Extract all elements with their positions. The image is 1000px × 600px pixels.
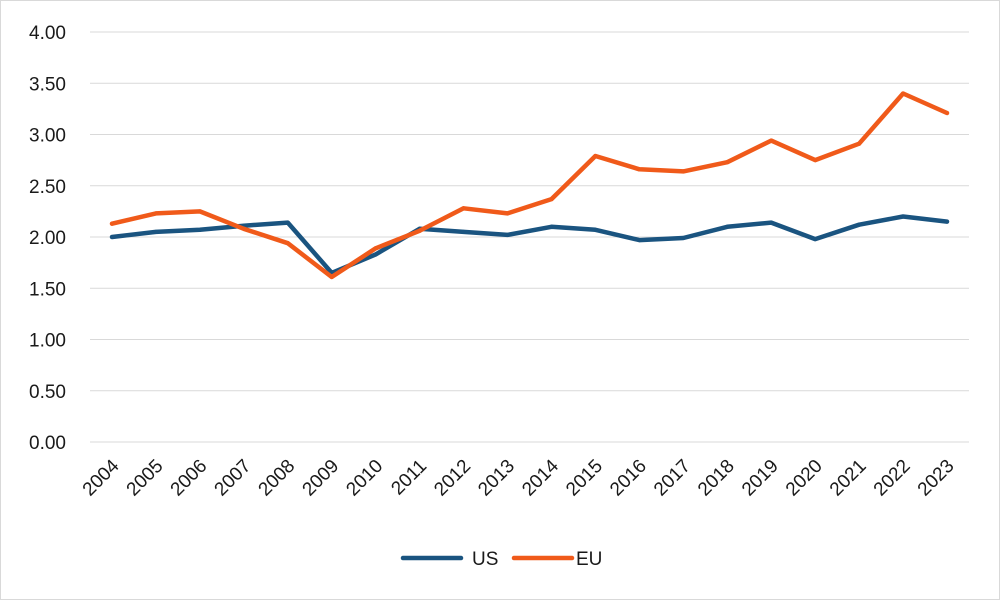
data-point-eu (945, 110, 950, 115)
x-tick-label: 2017 (650, 456, 695, 501)
data-point-eu (857, 141, 862, 146)
data-point-eu (505, 211, 510, 216)
x-tick-label: 2014 (518, 455, 563, 500)
series-lines (109, 91, 950, 280)
data-point-us (857, 222, 862, 227)
data-point-eu (153, 211, 158, 216)
x-tick-label: 2008 (255, 456, 300, 501)
data-point-eu (417, 228, 422, 233)
data-point-us (461, 229, 466, 234)
data-point-us (109, 235, 114, 239)
x-tick-label: 2010 (342, 456, 387, 501)
data-point-eu (769, 138, 774, 143)
data-point-eu (681, 169, 686, 174)
x-tick-label: 2019 (738, 456, 783, 501)
x-tick-label: 2009 (299, 456, 344, 501)
x-tick-label: 2023 (914, 456, 959, 501)
data-point-us (901, 214, 906, 219)
data-point-eu (241, 226, 246, 231)
x-tick-label: 2004 (79, 455, 124, 500)
data-point-eu (637, 167, 642, 172)
data-point-eu (373, 246, 378, 251)
data-point-us (285, 220, 290, 225)
legend-label-eu: EU (576, 549, 602, 570)
data-point-us (945, 219, 950, 224)
y-tick-label: 0.50 (29, 382, 66, 403)
data-point-us (813, 237, 818, 242)
x-tick-label: 2015 (562, 456, 607, 501)
y-tick-label: 0.00 (29, 433, 66, 454)
y-tick-label: 2.00 (29, 228, 66, 249)
data-point-eu (725, 160, 730, 165)
data-point-eu (197, 209, 202, 214)
data-point-us (725, 224, 730, 229)
data-point-us (549, 224, 554, 229)
legend-label-us: US (472, 549, 498, 570)
data-point-eu (461, 206, 466, 211)
x-tick-label: 2011 (387, 456, 431, 500)
y-axis-tick-labels: 0.00 0.50 1.00 1.50 2.00 2.50 3.00 3.50 4.00 (29, 23, 66, 454)
data-point-us (197, 227, 202, 232)
data-point-us (505, 232, 510, 237)
data-point-eu (285, 241, 290, 246)
x-tick-label: 2005 (123, 456, 168, 501)
x-tick-label: 2007 (211, 456, 256, 501)
data-point-us (637, 238, 642, 243)
y-tick-label: 4.00 (29, 23, 66, 44)
gridlines (90, 31, 969, 443)
data-point-eu (109, 221, 114, 226)
data-point-eu (813, 158, 818, 163)
x-tick-label: 2020 (782, 456, 827, 501)
data-point-eu (329, 274, 334, 279)
data-point-us (769, 220, 774, 225)
data-point-eu (549, 197, 554, 202)
data-point-us (593, 227, 598, 232)
x-tick-label: 2021 (826, 456, 871, 501)
data-point-us (153, 229, 158, 234)
x-tick-label: 2012 (430, 456, 475, 501)
data-point-eu (593, 154, 598, 159)
legend: US EU (400, 549, 602, 570)
series-line-eu (109, 91, 950, 280)
series-line-us (109, 214, 950, 276)
x-tick-label: 2016 (606, 456, 651, 501)
x-tick-label: 2006 (167, 456, 212, 501)
y-tick-label: 1.00 (29, 331, 66, 352)
data-point-eu (901, 91, 906, 96)
x-tick-label: 2022 (870, 456, 915, 501)
x-tick-label: 2013 (474, 456, 519, 501)
y-tick-label: 1.50 (29, 279, 66, 300)
y-tick-label: 3.00 (29, 126, 66, 147)
data-point-us (681, 236, 686, 241)
x-axis-tick-labels: 2004 2005 2006 2007 2008 2009 2010 2011 2012 2013… (79, 455, 959, 500)
x-tick-label: 2018 (694, 456, 739, 501)
y-tick-label: 2.50 (29, 177, 66, 198)
data-point-us (373, 252, 378, 257)
y-tick-label: 3.50 (29, 74, 66, 95)
